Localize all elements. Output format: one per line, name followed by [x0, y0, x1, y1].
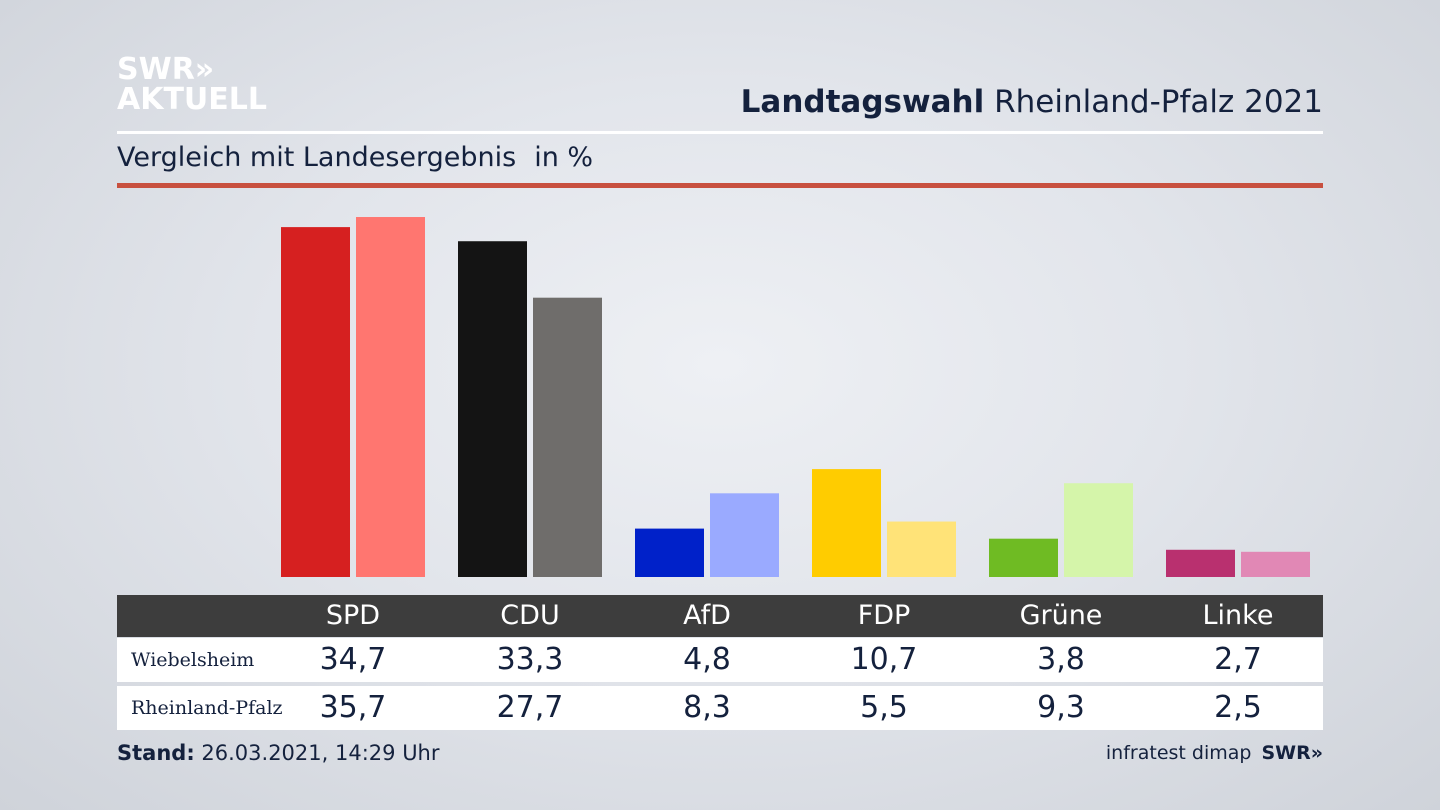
- bar-fdp-state: [887, 521, 956, 577]
- bar-gruene-state: [1064, 483, 1133, 577]
- bar-afd-state: [710, 493, 779, 577]
- category-label: AfD: [683, 600, 731, 631]
- bar-linke-state: [1241, 551, 1310, 577]
- logo-line-1: SWR»: [117, 52, 215, 87]
- subtitle-unit: in %: [534, 142, 594, 173]
- swr-brand: SWR»: [1261, 742, 1323, 764]
- subtitle-text: Vergleich mit Landesergebnis: [117, 142, 517, 173]
- table-row: Rheinland-Pfalz 35,7 27,7 8,3 5,5 9,3 2,5: [117, 686, 1323, 730]
- bar-afd-local: [635, 528, 704, 577]
- swr-aktuell-logo: SWR» AKTUELL: [117, 55, 267, 115]
- logo-line-2: AKTUELL: [117, 82, 268, 117]
- category-label: Linke: [1202, 600, 1274, 631]
- value-cell: 2,7: [1214, 642, 1262, 677]
- bar-fdp-local: [812, 469, 881, 577]
- value-cell: 9,3: [1037, 690, 1085, 725]
- source-credit: infratest dimap SWR»: [1106, 742, 1323, 764]
- title-rest: Rheinland-Pfalz 2021: [994, 84, 1323, 120]
- bar-cdu-state: [533, 297, 602, 577]
- timestamp: Stand: 26.03.2021, 14:29 Uhr: [117, 741, 440, 765]
- category-label: SPD: [325, 600, 381, 631]
- category-label: CDU: [500, 600, 560, 631]
- row-label: Rheinland-Pfalz: [131, 697, 283, 719]
- table-row: Wiebelsheim 34,7 33,3 4,8 10,7 3,8 2,7: [117, 638, 1323, 682]
- row-label: Wiebelsheim: [131, 649, 255, 671]
- page-title: Landtagswahl Rheinland-Pfalz 2021: [741, 84, 1323, 120]
- bar-cdu-local: [458, 241, 527, 577]
- title-bold: Landtagswahl: [740, 84, 985, 120]
- value-cell: 8,3: [683, 690, 731, 725]
- value-cell: 4,8: [683, 642, 731, 677]
- bar-spd-local: [281, 227, 350, 577]
- value-cell: 3,8: [1037, 642, 1085, 677]
- category-label: Grüne: [1019, 600, 1103, 631]
- value-cell: 5,5: [860, 690, 908, 725]
- value-cell: 2,5: [1214, 690, 1262, 725]
- chart-subtitle: Vergleich mit Landesergebnis in %: [117, 142, 593, 173]
- value-cell: 33,3: [496, 642, 564, 677]
- stand-label: Stand:: [117, 741, 195, 765]
- source-text: infratest dimap: [1105, 742, 1252, 764]
- category-label: FDP: [857, 600, 911, 631]
- bar-gruene-local: [989, 538, 1058, 577]
- stand-value: 26.03.2021, 14:29 Uhr: [201, 741, 440, 765]
- bar-spd-state: [356, 217, 425, 577]
- subtitle-divider: [117, 183, 1323, 188]
- value-cell: 35,7: [319, 690, 387, 725]
- title-divider: [117, 131, 1323, 134]
- bar-linke-local: [1166, 549, 1235, 577]
- value-cell: 27,7: [496, 690, 564, 725]
- table-header: SPD CDU AfD FDP Grüne Linke: [117, 595, 1323, 637]
- value-cell: 34,7: [319, 642, 387, 677]
- value-cell: 10,7: [850, 642, 918, 677]
